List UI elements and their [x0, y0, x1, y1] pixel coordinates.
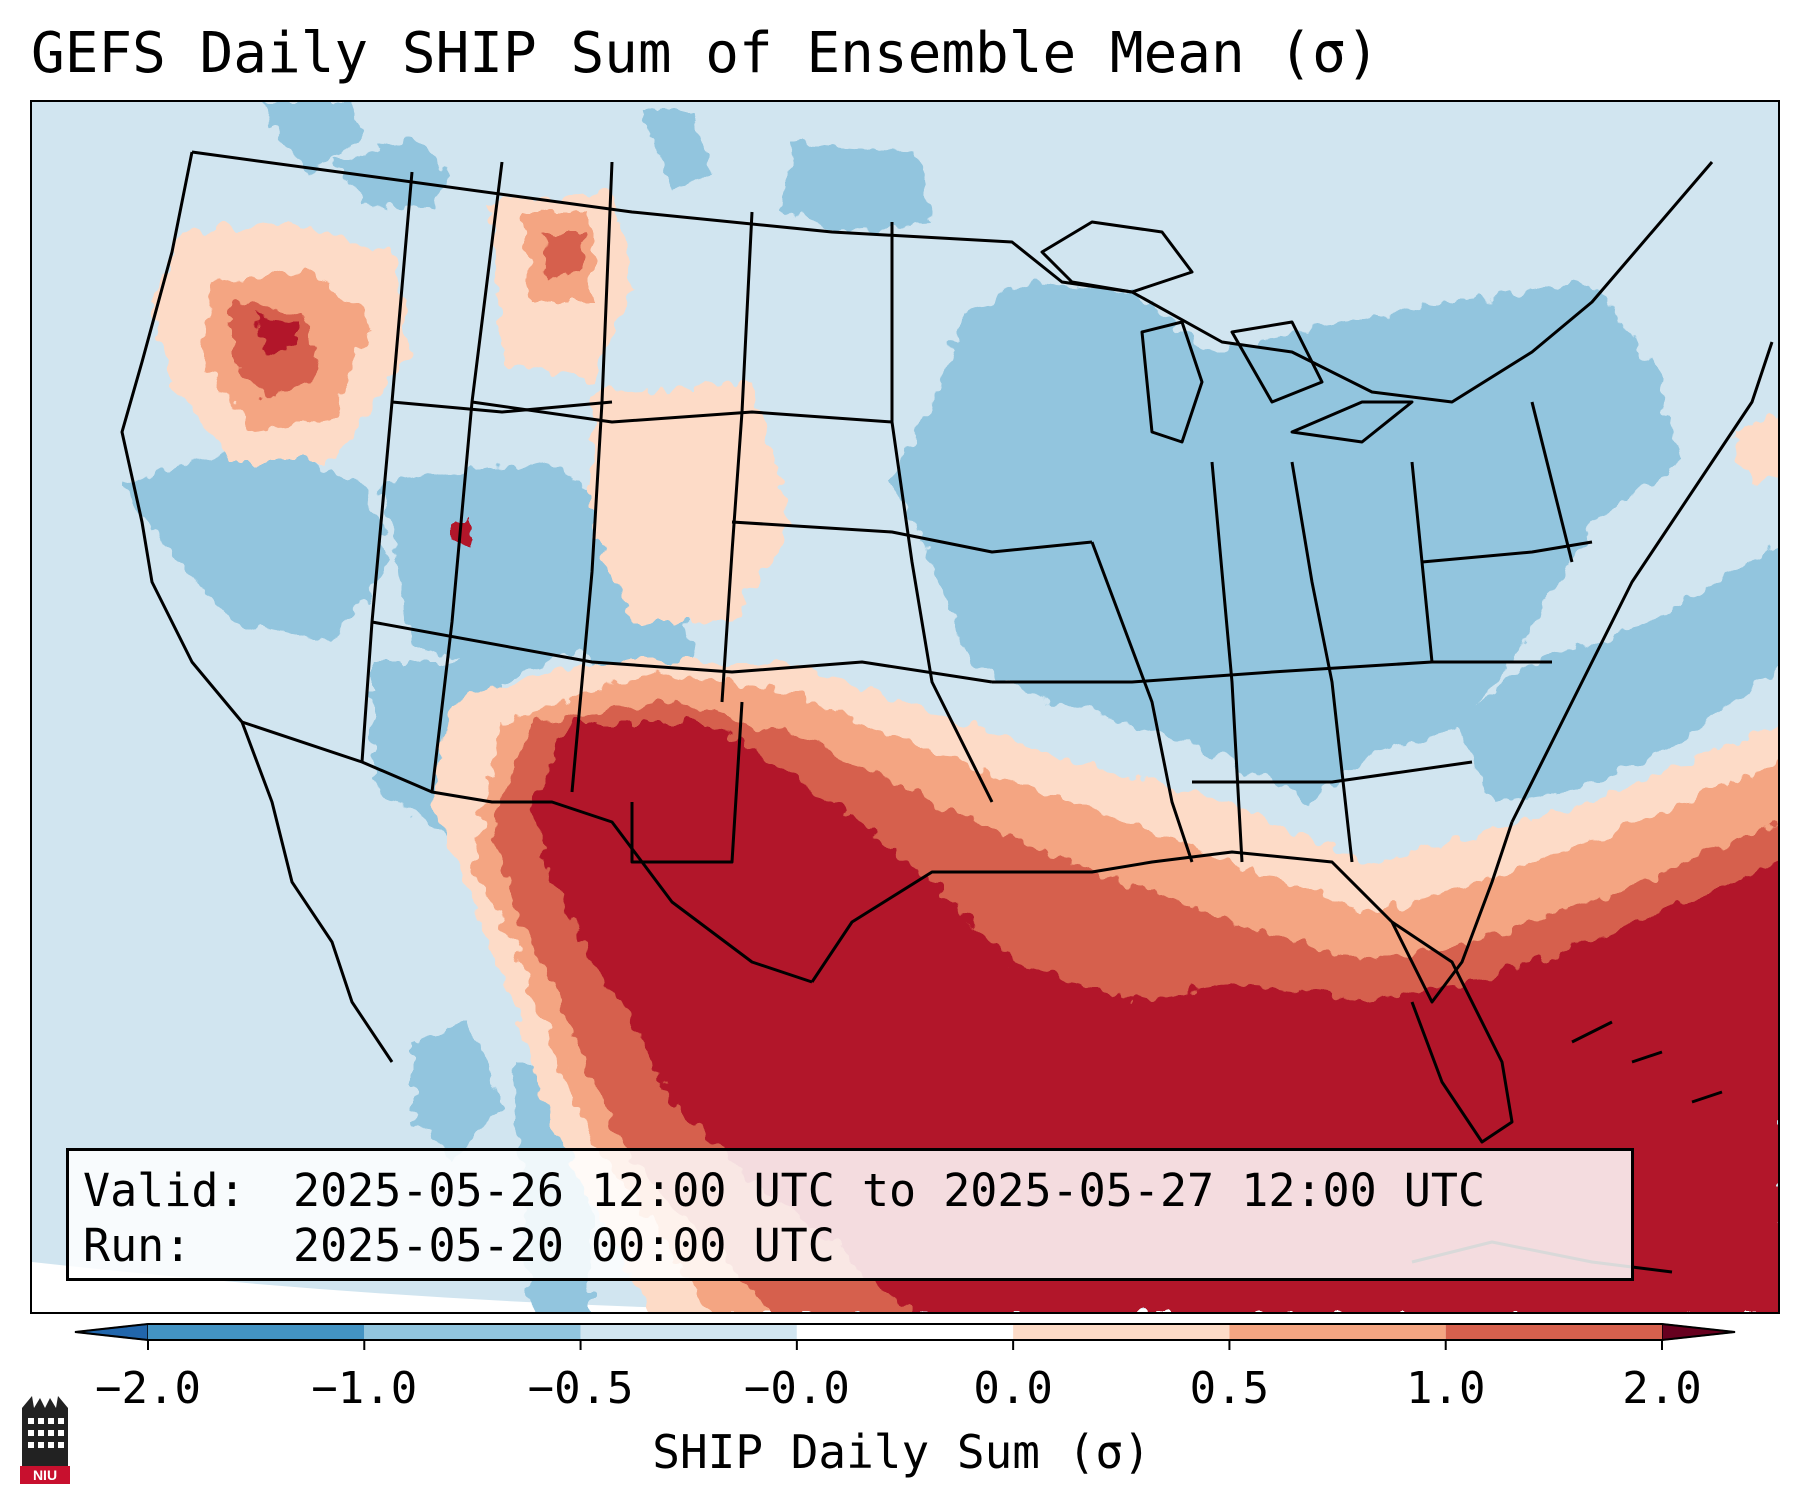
run-label: Run: [83, 1219, 192, 1272]
state-line [1210, 461, 1244, 863]
field-darkred-idaho-spot [452, 522, 472, 542]
field-blue-nevada [122, 442, 392, 642]
field-blue-midwest-east [892, 282, 1682, 802]
field-lightred-atlantic [1732, 413, 1778, 482]
colorbar-over-extension [1661, 1323, 1736, 1341]
colorbar-bin [364, 1324, 581, 1340]
colorbar-title: SHIP Daily Sum (σ) [652, 1425, 1151, 1479]
colorbar-bin [1445, 1324, 1662, 1340]
colorbar-tick-label: −0.5 [527, 1363, 634, 1414]
colorbar-bin [580, 1324, 797, 1340]
colorbar-tick-label: −0.0 [743, 1363, 850, 1414]
field-blue-baja [412, 1022, 502, 1162]
state-line [360, 171, 414, 763]
logo-text: NIU [33, 1467, 57, 1483]
colorbar-bin [1013, 1324, 1230, 1340]
state-line [430, 161, 504, 793]
lake-michigan [1140, 320, 1204, 444]
valid-value: 2025-05-26 12:00 UTC to 2025-05-27 12:00… [293, 1164, 1486, 1217]
state-line [1530, 401, 1574, 563]
university-tower-icon: NIU [20, 1396, 70, 1484]
colorbar-bin [1229, 1324, 1446, 1340]
gulf-coastline [810, 821, 1514, 1004]
field-blue-sask [642, 112, 712, 192]
field-blue-manitoba [782, 142, 932, 232]
field-redorange-oregon [232, 302, 322, 402]
state-line [371, 620, 993, 684]
colorbar-tick-label: 2.0 [1622, 1363, 1702, 1414]
state-line [720, 211, 754, 703]
state-line [471, 400, 893, 424]
valid-line: Valid: 2025-05-26 12:00 UTC to 2025-05-27… [83, 1163, 1617, 1218]
map-panel [30, 100, 1780, 1314]
state-line-texas [630, 701, 744, 864]
field-darkred-oregon [257, 317, 297, 352]
state-line [992, 660, 1552, 684]
run-value: 2025-05-20 00:00 UTC [293, 1219, 835, 1272]
colorbar-under-extension [74, 1323, 149, 1341]
state-line [570, 161, 614, 793]
colorbar-tick-label: 1.0 [1405, 1363, 1486, 1414]
colorbar-tick-label: −2.0 [95, 1363, 201, 1414]
bahamas-coastline [1571, 1020, 1723, 1104]
field-blue-atlantic [1452, 544, 1778, 802]
state-line [1090, 541, 1194, 863]
atlantic-coastline [1510, 341, 1774, 823]
lake-erie [1290, 400, 1414, 444]
ship-field-map [32, 102, 1778, 1312]
colorbar-bin [148, 1324, 365, 1340]
state-line [391, 400, 613, 414]
field-lightred-wyoming [592, 382, 792, 622]
us-mexico-border [241, 720, 813, 984]
lake-superior [1040, 220, 1194, 294]
colorbar-bin [796, 1324, 1014, 1340]
state-line [731, 520, 1093, 554]
run-line: Run: 2025-05-20 00:00 UTC [83, 1218, 1617, 1273]
colorbar-tick-label: 0.0 [973, 1363, 1053, 1414]
figure-title: GEFS Daily SHIP Sum of Ensemble Mean (σ) [31, 21, 1380, 86]
field-blue-utah [382, 462, 632, 682]
state-line [1290, 461, 1354, 863]
field-redorange-montana [542, 232, 582, 277]
pacific-coastline [120, 151, 394, 1063]
state-line [1421, 540, 1593, 564]
state-line [1192, 760, 1473, 784]
us-canada-border [191, 150, 1714, 404]
colorbar-tick-label: 0.5 [1189, 1363, 1270, 1414]
valid-label: Valid: [83, 1164, 246, 1217]
field-blue-bc [262, 102, 362, 172]
valid-run-info-box: Valid: 2025-05-26 12:00 UTC to 2025-05-27… [66, 1148, 1634, 1281]
state-line [890, 222, 994, 803]
colorbar-tick-label: −1.0 [311, 1363, 418, 1414]
colorbar [74, 1323, 1736, 1350]
lake-huron [1230, 320, 1324, 404]
field-blue-bc2 [332, 142, 452, 212]
florida-coastline [1391, 920, 1514, 1144]
